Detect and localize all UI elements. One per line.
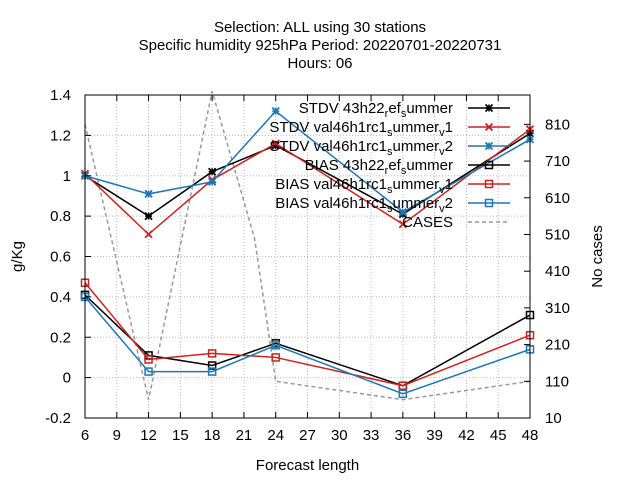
legend-entry: BIAS val46h1rc1summerv1 — [275, 176, 510, 196]
x-tick-label: 42 — [458, 427, 475, 444]
y2-axis-label: No cases — [589, 225, 606, 288]
y-axis-ticks: -0.2 0 0.2 0.4 0.6 0.8 1 1.2 1.4 — [45, 87, 91, 427]
data-point — [207, 349, 217, 358]
cases-line — [84, 91, 531, 401]
legend-label: STDV 43h22refsummer — [299, 100, 453, 120]
x-axis-label: Forecast length — [256, 457, 359, 474]
data-point — [484, 179, 494, 189]
data-point — [484, 160, 494, 170]
y-tick-label: 0.2 — [50, 329, 71, 346]
data-point — [144, 230, 153, 239]
y2-tick-label: 310 — [545, 300, 570, 317]
data-point — [144, 355, 153, 364]
legend-label: BIAS val46h1rc1summerv2 — [275, 195, 453, 215]
data-point — [398, 220, 407, 229]
x-tick-label: 27 — [299, 427, 316, 444]
y2-tick-label: 110 — [545, 373, 569, 390]
legend-label: BIAS 43h22refsummer — [305, 157, 453, 177]
series-line — [84, 110, 531, 213]
data-point — [484, 103, 494, 113]
y2-tick-label: 710 — [545, 153, 570, 170]
data-point — [398, 381, 408, 390]
series-line — [84, 296, 531, 395]
legend-entry: BIAS val46h1rc1summerv2 — [275, 195, 510, 215]
y-tick-label: 1 — [63, 168, 71, 185]
legend-label: CASES — [402, 214, 453, 231]
data-point — [207, 361, 217, 370]
y2-tick-label: 410 — [545, 263, 570, 280]
legend-entry: STDV val46h1rc1summerv1 — [269, 119, 510, 139]
x-tick-label: 33 — [363, 427, 380, 444]
data-series — [80, 107, 535, 399]
title-line: Selection: ALL using 30 stations — [214, 19, 426, 36]
series-line — [84, 128, 531, 236]
y-tick-label: 0.4 — [50, 289, 71, 306]
legend-label: STDV val46h1rc1summerv2 — [269, 138, 453, 158]
y2-axis-ticks: 10 110 210 310 410 510 610 710 810 — [524, 116, 570, 427]
y-tick-label: 0.8 — [50, 208, 71, 225]
series — [80, 278, 535, 390]
x-tick-label: 39 — [426, 427, 443, 444]
x-tick-label: 18 — [204, 427, 221, 444]
data-point — [271, 139, 280, 148]
data-point — [484, 122, 494, 132]
y-tick-label: 0 — [63, 370, 71, 387]
y-tick-label: 1.2 — [50, 127, 71, 144]
legend-label: BIAS val46h1rc1summerv1 — [275, 176, 453, 196]
x-tick-label: 48 — [522, 427, 539, 444]
x-tick-label: 6 — [81, 427, 89, 444]
x-tick-label: 24 — [267, 427, 284, 444]
legend-entry: STDV 43h22refsummer — [299, 100, 510, 120]
data-point — [271, 341, 280, 350]
y2-tick-label: 10 — [545, 410, 562, 427]
legend-entry: BIAS 43h22refsummer — [305, 157, 510, 177]
legend-entry: STDV val46h1rc1summerv2 — [269, 138, 510, 158]
x-tick-label: 36 — [395, 427, 412, 444]
data-point — [398, 389, 408, 399]
x-tick-label: 12 — [140, 427, 157, 444]
y-axis-label: g/Kg — [9, 241, 26, 272]
y2-tick-label: 810 — [545, 116, 570, 133]
x-tick-label: 21 — [236, 427, 253, 444]
x-tick-label: 15 — [172, 427, 189, 444]
series-line — [84, 294, 531, 387]
data-point — [207, 367, 217, 376]
title-line: Specific humidity 925hPa Period: 2022070… — [139, 37, 502, 54]
x-tick-label: 9 — [113, 427, 121, 444]
chart-title: Selection: ALL using 30 stationsSpecific… — [139, 19, 502, 72]
data-point — [484, 141, 494, 151]
data-point — [144, 189, 153, 199]
x-tick-label: 45 — [490, 427, 507, 444]
data-point — [271, 107, 280, 116]
data-point — [208, 177, 217, 186]
data-point — [208, 167, 217, 176]
data-point — [144, 367, 153, 376]
series-line — [84, 282, 531, 387]
legend-label: STDV val46h1rc1summerv1 — [269, 119, 453, 139]
legend-entry: CASES — [402, 214, 510, 231]
cases-series — [84, 91, 531, 401]
x-axis-ticks: 6 9 12 15 18 21 24 27 30 33 36 39 42 45 48 — [81, 95, 539, 444]
title-line: Hours: 06 — [287, 55, 352, 72]
data-point — [271, 353, 280, 362]
y-tick-label: -0.2 — [45, 410, 71, 427]
data-point — [484, 198, 494, 208]
y2-tick-label: 610 — [545, 190, 570, 207]
y2-tick-label: 510 — [545, 226, 570, 243]
y-tick-label: 1.4 — [50, 87, 71, 104]
y2-tick-label: 210 — [545, 337, 570, 354]
data-point — [144, 211, 153, 221]
x-tick-label: 30 — [331, 427, 348, 444]
y-tick-label: 0.6 — [50, 249, 71, 266]
data-point — [398, 207, 407, 217]
